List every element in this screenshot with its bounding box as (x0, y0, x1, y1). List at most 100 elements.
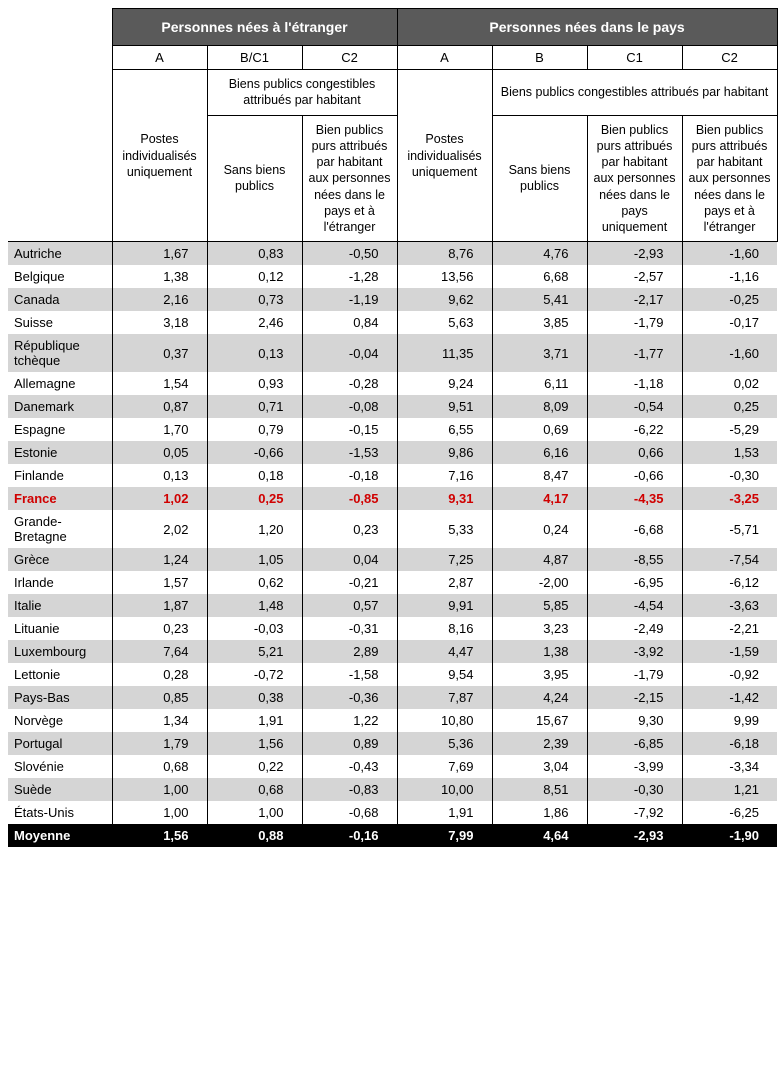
table-row: Slovénie0,680,22-0,437,693,04-3,99-3,34 (8, 755, 777, 778)
cell-value: -4,54 (587, 594, 682, 617)
cell-value: 0,02 (682, 372, 777, 395)
col-desc-native-c2: Bien publics purs attribués par habitant… (682, 115, 777, 242)
group-header-native: Personnes nées dans le pays (397, 9, 777, 46)
cell-value: -5,29 (682, 418, 777, 441)
cell-value: 3,95 (492, 663, 587, 686)
cell-value: -2,21 (682, 617, 777, 640)
cell-value: -0,28 (302, 372, 397, 395)
cell-value: 0,38 (207, 686, 302, 709)
cell-value: -7,92 (587, 801, 682, 824)
table-row: Estonie0,05-0,66-1,539,866,160,661,53 (8, 441, 777, 464)
col-desc-foreign-c: Bien publics purs attribués par habitant… (302, 115, 397, 242)
cell-value: 9,86 (397, 441, 492, 464)
table-row: États-Unis1,001,00-0,681,911,86-7,92-6,2… (8, 801, 777, 824)
cell-value: 0,89 (302, 732, 397, 755)
cell-value: -1,28 (302, 265, 397, 288)
cell-value: 0,71 (207, 395, 302, 418)
cell-value: 1,38 (492, 640, 587, 663)
cell-value: -1,42 (682, 686, 777, 709)
cell-value: -8,55 (587, 548, 682, 571)
col-letter: A (112, 46, 207, 70)
corner-cell (8, 9, 112, 242)
cell-value: 0,68 (112, 755, 207, 778)
row-label: États-Unis (8, 801, 112, 824)
row-label: Pays-Bas (8, 686, 112, 709)
cell-value: 1,34 (112, 709, 207, 732)
cell-value: -3,63 (682, 594, 777, 617)
cell-value: -1,59 (682, 640, 777, 663)
cell-value: 4,47 (397, 640, 492, 663)
cell-value: 9,54 (397, 663, 492, 686)
cell-value: 10,80 (397, 709, 492, 732)
cell-value: 7,69 (397, 755, 492, 778)
cell-value: 1,56 (207, 732, 302, 755)
col-letter: C1 (587, 46, 682, 70)
data-table: Personnes nées à l'étranger Personnes né… (8, 8, 778, 847)
cell-value: -4,35 (587, 487, 682, 510)
col-letter: A (397, 46, 492, 70)
cell-value: -1,60 (682, 334, 777, 372)
cell-value: 6,55 (397, 418, 492, 441)
table-row: Grèce1,241,050,047,254,87-8,55-7,54 (8, 548, 777, 571)
cell-value: 5,36 (397, 732, 492, 755)
cell-value: 13,56 (397, 265, 492, 288)
col-letter: B (492, 46, 587, 70)
cell-value: 0,23 (302, 510, 397, 548)
table-row: Lituanie0,23-0,03-0,318,163,23-2,49-2,21 (8, 617, 777, 640)
cell-value: 1,57 (112, 571, 207, 594)
cell-value: -2,49 (587, 617, 682, 640)
table-row: Suède1,000,68-0,8310,008,51-0,301,21 (8, 778, 777, 801)
table-row: Irlande1,570,62-0,212,87-2,00-6,95-6,12 (8, 571, 777, 594)
cell-value: 7,25 (397, 548, 492, 571)
row-label: Finlande (8, 464, 112, 487)
cell-value: 5,63 (397, 311, 492, 334)
cell-value: 0,69 (492, 418, 587, 441)
col-letter: C2 (682, 46, 777, 70)
table-row: République tchèque0,370,13-0,0411,353,71… (8, 334, 777, 372)
row-label: Lettonie (8, 663, 112, 686)
cell-value: -0,04 (302, 334, 397, 372)
cell-value: 4,17 (492, 487, 587, 510)
cell-value: 0,23 (112, 617, 207, 640)
table-row: Pays-Bas0,850,38-0,367,874,24-2,15-1,42 (8, 686, 777, 709)
row-label: Suède (8, 778, 112, 801)
table-row: Grande-Bretagne2,021,200,235,330,24-6,68… (8, 510, 777, 548)
cell-value: 2,87 (397, 571, 492, 594)
cell-value: 0,04 (302, 548, 397, 571)
cell-value: 11,35 (397, 334, 492, 372)
cell-value: 8,09 (492, 395, 587, 418)
cell-value: 3,71 (492, 334, 587, 372)
cell-value: -6,25 (682, 801, 777, 824)
cell-value: 4,24 (492, 686, 587, 709)
table-row: Suisse3,182,460,845,633,85-1,79-0,17 (8, 311, 777, 334)
cell-value: -1,77 (587, 334, 682, 372)
cell-value: -0,43 (302, 755, 397, 778)
row-label: Lituanie (8, 617, 112, 640)
cell-value: 0,05 (112, 441, 207, 464)
cell-value: 0,57 (302, 594, 397, 617)
table-row: Portugal1,791,560,895,362,39-6,85-6,18 (8, 732, 777, 755)
row-label: Portugal (8, 732, 112, 755)
cell-value: -0,50 (302, 242, 397, 266)
row-label: Suisse (8, 311, 112, 334)
cell-value: -7,54 (682, 548, 777, 571)
cell-value: 0,73 (207, 288, 302, 311)
cell-value: -2,15 (587, 686, 682, 709)
col-letter: C2 (302, 46, 397, 70)
cell-value: -0,72 (207, 663, 302, 686)
cell-value: 0,84 (302, 311, 397, 334)
table-row: Lettonie0,28-0,72-1,589,543,95-1,79-0,92 (8, 663, 777, 686)
cell-value: -1,79 (587, 663, 682, 686)
cell-value: 0,66 (587, 441, 682, 464)
cell-value: 1,56 (112, 824, 207, 847)
cell-value: 1,91 (207, 709, 302, 732)
cell-value: 0,25 (682, 395, 777, 418)
cell-value: 0,28 (112, 663, 207, 686)
row-label: Luxembourg (8, 640, 112, 663)
cell-value: -6,68 (587, 510, 682, 548)
cell-value: 10,00 (397, 778, 492, 801)
cell-value: -0,17 (682, 311, 777, 334)
cell-value: 3,23 (492, 617, 587, 640)
cell-value: 0,13 (112, 464, 207, 487)
cell-value: 1,20 (207, 510, 302, 548)
